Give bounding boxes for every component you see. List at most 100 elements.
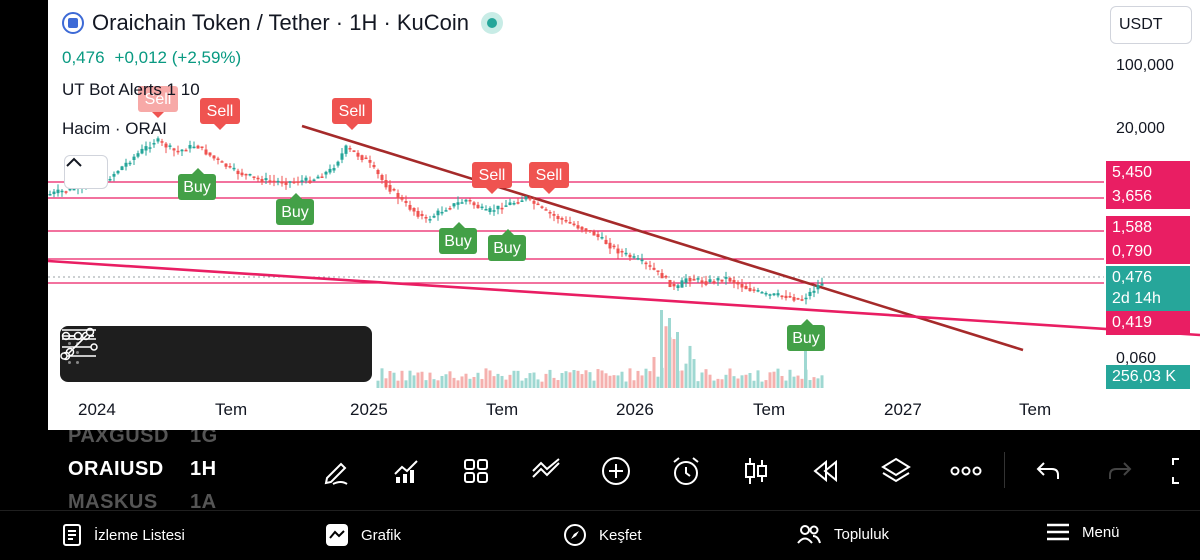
replay-icon[interactable] [806,451,846,491]
symbol-current-name: ORAIUSD [68,458,164,480]
symbol-picker[interactable]: PAXGUSD 1G ORAIUSD 1H MASKUS 1A [0,430,290,510]
symbol-current[interactable]: ORAIUSD 1H [68,458,216,481]
candle-body [544,209,548,211]
trend-angle-tool[interactable] [63,329,256,374]
layers-icon[interactable] [876,451,916,491]
volume-bar [516,370,520,388]
symbol-next[interactable]: MASKUS 1A [68,491,216,510]
candle-body [796,298,800,300]
undo-icon[interactable] [1028,451,1068,491]
volume-bar [772,371,776,388]
nav-chart[interactable]: Grafik [325,523,401,547]
price-chart[interactable]: Sell Sell Sell Sell Sell Buy Buy Buy Buy Buy [48,0,1200,430]
volume-bar [536,379,540,388]
symbol-title[interactable]: Oraichain Token / Tether · 1H · KuCoin [92,10,470,35]
pencil-icon[interactable] [316,451,356,491]
volume-bar [472,377,476,388]
volume-bar [760,381,764,388]
nav-watchlist-label: İzleme Listesi [94,526,185,544]
nav-menu[interactable]: Menü [1046,523,1120,541]
volume-bar [464,373,468,388]
candle-body [164,143,168,148]
chart-pane[interactable]: Sell Sell Sell Sell Sell Buy Buy Buy Buy Buy Orai… [48,0,1200,430]
candle-body [428,219,432,221]
candle-body [324,171,328,175]
indicator-ut-bot[interactable]: UT Bot Alerts 1 10 [62,80,200,99]
candle-body [500,207,504,210]
add-icon[interactable] [596,451,636,491]
x-tick: 2025 [350,400,388,419]
price-tag: 0,790 [1106,240,1190,264]
candle-body [508,202,512,205]
candle-body [156,138,160,142]
fib-retracement-icon [60,329,98,360]
candle-body [472,202,476,206]
volume-bar [404,380,408,388]
sell-signal-label: Sell [536,167,563,184]
alarm-icon[interactable] [666,451,706,491]
candle-body [572,223,576,226]
indicator-volume[interactable]: Hacim · ORAI [62,119,167,138]
volume-bar [568,372,572,388]
candle-body [168,145,172,147]
candle-body [760,292,764,294]
candle-body [552,214,556,216]
candle-body [604,239,608,245]
volume-bar [544,373,548,388]
candle-body [556,216,560,220]
candle-body [628,254,632,258]
watchlist-icon [63,524,81,546]
volume-bar [440,375,444,388]
trend-line-tool[interactable] [61,327,314,374]
candle-body [172,148,176,151]
candle-body [708,279,712,282]
buy-signal [178,174,216,200]
nav-watchlist[interactable]: İzleme Listesi [62,523,185,547]
candle-body [228,166,232,168]
volume-bar [800,378,804,388]
candle-body [804,297,808,300]
volume-bar [728,368,732,388]
hamburger-menu-icon [1047,523,1069,541]
candle-body [180,149,184,152]
collapse-indicators-button[interactable] [64,155,108,189]
nav-menu-label: Menü [1082,523,1120,541]
fullscreen-icon[interactable] [1164,451,1200,491]
indicators-icon[interactable] [386,451,426,491]
candle-body [176,150,180,153]
nav-explore[interactable]: Keşfet [563,523,642,547]
volume-bar [656,376,660,388]
candle-body [268,180,272,182]
compare-icon[interactable] [526,451,566,491]
buy-signal-label: Buy [444,233,472,250]
currency-select[interactable]: USDT [1110,6,1192,44]
candle-body [440,211,444,214]
nav-community[interactable]: Topluluk [796,523,889,545]
volume-bar [648,371,652,388]
volume-bar [796,375,800,388]
buy-signal-label: Buy [493,240,521,257]
volume-bar [680,370,684,388]
candles-icon[interactable] [736,451,776,491]
volume-bar [444,374,448,388]
candle-body [200,146,204,148]
candle-body [748,288,752,292]
volume-bar [624,381,628,388]
candle-body [772,293,776,296]
symbol-next-name: MASKUS [68,491,158,510]
fib-retracement-tool[interactable] [60,329,372,374]
price-tag: 0,419 [1106,311,1190,335]
candle-body [548,212,552,214]
sell-signal [332,98,372,124]
buy-signal [488,235,526,261]
candle-body [676,285,680,288]
more-icon[interactable] [946,451,986,491]
volume-bar [736,378,740,388]
horizontal-line-tool[interactable] [62,331,198,374]
candle-body [68,187,72,191]
symbol-prev[interactable]: PAXGUSD 1G [68,430,217,448]
candle-body [52,191,56,195]
volume-bar [816,378,820,388]
layout-icon[interactable] [456,451,496,491]
candle-body [152,142,156,145]
